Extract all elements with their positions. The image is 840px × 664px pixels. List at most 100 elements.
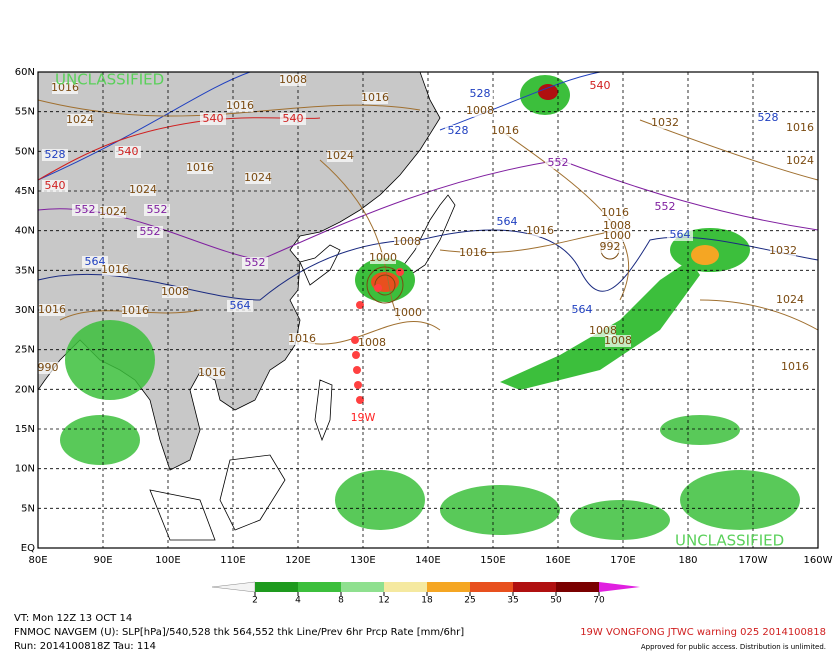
contour-label-bg (395, 307, 421, 319)
precip-area (335, 470, 425, 530)
land-islands (149, 379, 333, 541)
contour-label-bg (787, 122, 813, 134)
colorbar-cell (427, 582, 470, 592)
lat-label: 10N (15, 464, 35, 475)
land-korea (299, 244, 341, 286)
lat-label: 5N (21, 503, 35, 514)
watermark: UNCLASSIFIED (55, 71, 164, 89)
contour-label-bg (280, 113, 306, 125)
valid-time: VT: Mon 12Z 13 OCT 14 (14, 613, 132, 624)
contour-label-bg (587, 80, 613, 92)
contour-label: 552 (75, 203, 96, 216)
lat-label: 55N (15, 107, 35, 118)
contour-label-bg (652, 201, 678, 213)
contour-label: 1016 (51, 81, 79, 94)
contour-label-bg (652, 117, 678, 129)
lon-label: 160E (545, 555, 570, 566)
contour-label-bg (35, 362, 61, 374)
lon-label: 80E (28, 555, 47, 566)
contour-label: 564 (497, 215, 518, 228)
contour-label-bg (102, 264, 128, 276)
contour-label-bg (394, 236, 420, 248)
track-point (396, 268, 404, 276)
approval: Approved for public access. Distribution… (641, 643, 826, 651)
contour-label: 1024 (786, 154, 814, 167)
contour-label: 552 (147, 203, 168, 216)
track-point (374, 284, 382, 292)
colorbar-cell (556, 582, 599, 592)
contour-label-bg (782, 361, 808, 373)
map-frame (37, 71, 819, 549)
isobar-low (374, 274, 396, 296)
precipitation (60, 75, 800, 540)
colorbar-label: 50 (550, 596, 562, 606)
lat-label: 50N (15, 146, 35, 157)
colorbar-cell (470, 582, 513, 592)
colorbar-label: 4 (295, 596, 301, 606)
contour-label-bg (527, 225, 553, 237)
contour-label-bg (100, 206, 126, 218)
contour-label: 1024 (776, 293, 804, 306)
colorbar-label: 2 (252, 596, 258, 606)
contour-label-bg (42, 149, 68, 161)
contour-label: 1008 (603, 219, 631, 232)
contour-label: 1016 (459, 246, 487, 259)
contour-label: 1008 (589, 324, 617, 337)
contour-label: 528 (45, 148, 66, 161)
graticule (38, 72, 818, 548)
contour-label: 1016 (361, 91, 389, 104)
contour-label: 1000 (369, 251, 397, 264)
contour-label: 1016 (491, 124, 519, 137)
lon-label: 140E (415, 555, 440, 566)
contour-label: 1008 (604, 334, 632, 347)
contour-label: 540 (283, 112, 304, 125)
contour-label-bg (245, 172, 271, 184)
contour-label-bg (199, 367, 225, 379)
contour-label-bg (362, 92, 388, 104)
colorbar-cell (384, 582, 427, 592)
precip-area (65, 320, 155, 400)
precip-core (538, 84, 558, 100)
contour-label: 540 (203, 112, 224, 125)
lon-label: 160W (804, 555, 833, 566)
contour-label-bg (602, 207, 628, 219)
contour-label-bg (289, 333, 315, 345)
watermark: UNCLASSIFIED (675, 532, 784, 550)
contour-label: 1016 (786, 121, 814, 134)
run-info: Run: 2014100818Z Tau: 114 (14, 641, 156, 652)
contour-label: 1024 (99, 205, 127, 218)
contour-label: 1016 (186, 161, 214, 174)
contour-label: 552 (140, 225, 161, 238)
colorbar-cell (599, 582, 640, 592)
isobar-low (366, 266, 404, 304)
contour-label: 1024 (129, 183, 157, 196)
contour-label-bg (122, 305, 148, 317)
contour-label: 552 (548, 156, 569, 169)
lon-label: 90E (93, 555, 112, 566)
contour-label-bg (597, 241, 623, 253)
contour-label-bg (777, 294, 803, 306)
contour-label-bg (492, 125, 518, 137)
contour-label-bg (604, 230, 630, 242)
lon-label: 180 (678, 555, 697, 566)
contour-label: 1032 (769, 244, 797, 257)
precip-band (500, 260, 700, 390)
lon-label: 100E (155, 555, 180, 566)
contour-label-bg (52, 82, 78, 94)
contour-label-bg (280, 74, 306, 86)
contour-label: 1016 (288, 332, 316, 345)
lat-label: 30N (15, 305, 35, 316)
contour-label-bg (494, 216, 520, 228)
contour-label-bg (227, 100, 253, 112)
contour-label: 552 (655, 200, 676, 213)
colorbar-label: 8 (338, 596, 344, 606)
thickness-528 (439, 71, 601, 131)
contour-label-bg (460, 247, 486, 259)
lon-label: 170E (610, 555, 635, 566)
track-point (356, 301, 364, 309)
contour-label-bg (242, 257, 268, 269)
lat-label: 35N (15, 265, 35, 276)
contour-label: 1016 (198, 366, 226, 379)
contour-label-bg (115, 146, 141, 158)
